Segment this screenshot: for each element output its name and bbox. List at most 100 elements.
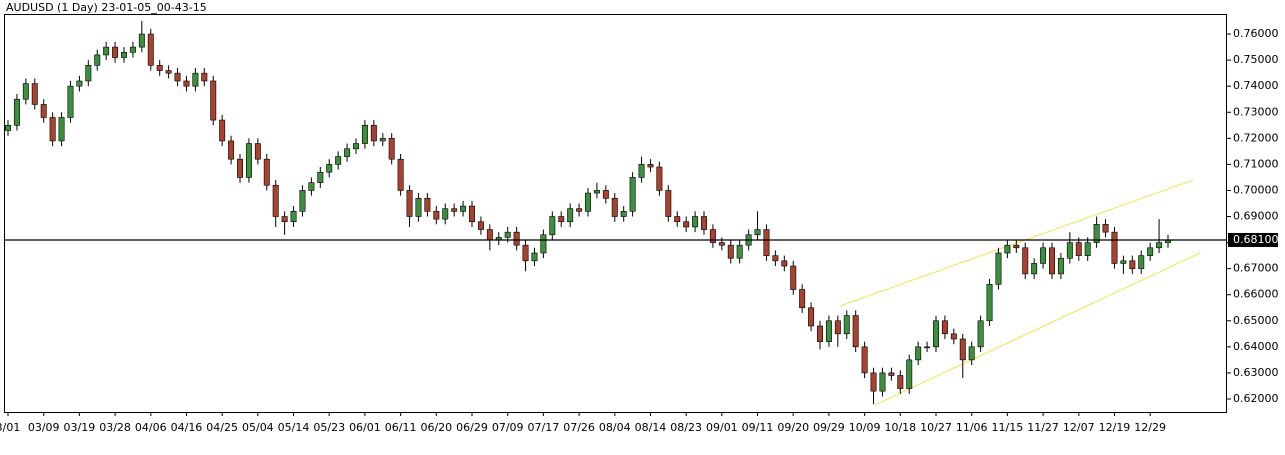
candle-body <box>1156 242 1163 249</box>
candle-body <box>1066 242 1073 259</box>
candle-body <box>906 359 913 389</box>
x-tick-label: 03/19 <box>64 421 96 434</box>
candle-body <box>317 171 324 183</box>
candle-body <box>121 52 127 58</box>
candle-body <box>237 158 243 178</box>
candle-body <box>49 117 56 142</box>
candle-body <box>531 252 538 262</box>
x-tick-label: 08/14 <box>635 421 667 434</box>
candle-body <box>995 252 1002 285</box>
chart-title: AUDUSD (1 Day) 23-01-05_00-43-15 <box>6 1 207 14</box>
candle-body <box>924 346 931 349</box>
candle-body <box>611 197 618 217</box>
candle-body <box>138 33 145 48</box>
candle-body <box>754 229 761 236</box>
candle-body <box>5 124 11 131</box>
y-tick-label: 0.64000 <box>1233 340 1279 353</box>
candle-body <box>415 197 422 217</box>
candle-body <box>94 54 101 66</box>
candle-body <box>1040 247 1047 264</box>
x-tick-label: 11/15 <box>992 421 1024 434</box>
candle-body <box>959 338 966 361</box>
candle-body <box>870 372 877 392</box>
y-tick-label: 0.72000 <box>1233 131 1279 144</box>
candle-body <box>915 346 922 361</box>
candle-body <box>986 283 993 322</box>
candle-body <box>85 65 92 82</box>
candle-body <box>941 320 948 335</box>
candle-body <box>183 80 190 87</box>
candle-body <box>540 234 547 254</box>
candle-body <box>67 85 74 118</box>
x-tick-label: 11/06 <box>956 421 988 434</box>
candle-body <box>353 143 359 150</box>
candle-body <box>888 372 895 376</box>
x-tick-label: 04/25 <box>206 421 238 434</box>
candle-body <box>335 156 342 165</box>
candle-body <box>192 72 199 87</box>
candle-body <box>727 244 734 259</box>
y-tick-label: 0.67000 <box>1233 262 1279 275</box>
candle-body <box>22 83 29 100</box>
candle-body <box>1111 231 1118 264</box>
candle-body <box>763 229 770 256</box>
candle-body <box>1093 224 1100 243</box>
candle-body <box>620 211 627 217</box>
candle-body <box>210 80 217 121</box>
candle-body <box>718 242 725 246</box>
x-tick-label: 12/29 <box>1134 421 1166 434</box>
candle-body <box>1138 255 1145 269</box>
candle-body <box>897 375 904 389</box>
y-tick-label: 0.65000 <box>1233 314 1279 327</box>
x-tick-label: 03/28 <box>99 421 131 434</box>
x-tick-label: 09/11 <box>742 421 774 434</box>
candle-body <box>781 260 788 267</box>
candle-body <box>513 231 520 246</box>
x-tick-label: 09/29 <box>813 421 845 434</box>
candle-body <box>522 244 529 262</box>
candle-body <box>817 325 823 342</box>
x-tick-label: 03/09 <box>28 421 60 434</box>
candle-body <box>665 190 672 217</box>
candle-body <box>424 197 431 212</box>
candle-body <box>585 192 591 212</box>
candle-body <box>647 164 654 168</box>
candle-body <box>361 124 368 144</box>
candle-body <box>977 320 984 348</box>
candle-body <box>709 229 716 243</box>
candle-body <box>692 216 699 228</box>
candle-body <box>808 307 815 327</box>
candle-body <box>451 208 458 212</box>
candle-body <box>281 216 288 223</box>
candle-body <box>245 143 252 178</box>
x-tick-label: 07/17 <box>528 421 560 434</box>
candle-body <box>549 216 556 236</box>
candle-body <box>1022 247 1029 275</box>
candle-body <box>299 190 306 212</box>
candle-body <box>469 205 475 223</box>
x-tick-label: 07/26 <box>563 421 595 434</box>
candle-body <box>147 33 154 66</box>
x-tick-label: 04/06 <box>135 421 167 434</box>
candle-body <box>344 148 351 157</box>
candle-body <box>504 231 511 238</box>
candle-body <box>406 190 413 217</box>
candle-body <box>799 289 806 309</box>
candle-body <box>576 208 583 212</box>
x-tick-label: 06/20 <box>420 421 452 434</box>
candle-body <box>834 320 841 335</box>
candle-body <box>683 221 690 228</box>
x-tick-label: 07/09 <box>492 421 524 434</box>
candle-body <box>736 244 743 259</box>
y-tick-label: 0.69000 <box>1233 210 1279 223</box>
x-tick-label: 3/01 <box>0 421 20 434</box>
candle-body <box>40 104 47 118</box>
y-tick-label: 0.73000 <box>1233 105 1279 118</box>
candle-body <box>1031 263 1038 275</box>
y-tick-label: 0.76000 <box>1233 27 1279 40</box>
x-tick-label: 10/27 <box>920 421 952 434</box>
candle-body <box>103 46 110 56</box>
candle-body <box>1129 260 1136 269</box>
candle-body <box>701 216 707 230</box>
candle-body <box>1120 260 1127 264</box>
